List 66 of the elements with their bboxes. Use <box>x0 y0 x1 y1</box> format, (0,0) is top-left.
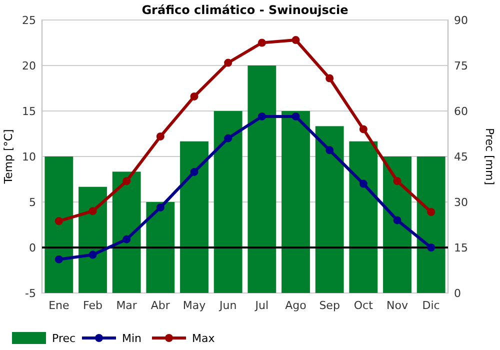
point <box>156 132 164 140</box>
bar <box>416 156 446 293</box>
y-tick-label: 0 <box>29 242 36 254</box>
point <box>54 255 63 264</box>
bar <box>180 141 208 293</box>
legend-label: Max <box>192 332 216 345</box>
y2-tick-label: 45 <box>454 150 468 164</box>
y-tick-label: 10 <box>22 150 36 164</box>
y-tick-label: 25 <box>22 14 36 27</box>
x-tick-label: Oct <box>354 299 374 312</box>
x-tick-label: Abr <box>150 299 170 312</box>
x-tick-label: Ago <box>285 299 307 312</box>
point <box>224 134 232 142</box>
point <box>190 168 198 176</box>
point <box>292 112 300 120</box>
x-tick-label: Dic <box>422 299 440 312</box>
y2-tick-label: 0 <box>454 287 461 300</box>
y2-axis-title: Prec [mm] <box>483 128 496 186</box>
y2-tick-label: 30 <box>454 196 468 209</box>
y-tick-label: -5 <box>25 287 36 300</box>
point <box>427 208 436 216</box>
point <box>224 58 232 67</box>
bar <box>349 141 378 293</box>
legend-label: Min <box>122 332 142 345</box>
bar <box>214 111 242 293</box>
point <box>258 38 266 47</box>
bar <box>146 202 175 293</box>
x-tick-label: Nov <box>386 299 408 312</box>
point <box>326 74 334 82</box>
x-tick-label: Sep <box>319 299 340 312</box>
legend-label: Prec <box>52 332 76 345</box>
point <box>122 177 131 186</box>
x-tick-label: Jul <box>254 299 269 312</box>
point <box>190 92 198 100</box>
y-axis-title: Temp [°C] <box>2 129 15 185</box>
x-tick-label: Mar <box>116 299 138 312</box>
y-tick-label: 5 <box>29 196 36 209</box>
bar <box>248 66 276 293</box>
chart-title: Gráfico climático - Swinoujscie <box>142 3 348 17</box>
point <box>359 180 368 188</box>
y2-tick-label: 75 <box>454 60 468 72</box>
bar <box>282 111 310 293</box>
point <box>359 125 368 134</box>
bar <box>44 156 74 293</box>
bar <box>315 126 344 293</box>
point <box>258 112 266 120</box>
point <box>393 216 402 224</box>
point <box>326 146 334 154</box>
point <box>54 217 63 226</box>
bar <box>112 172 141 293</box>
x-tick-label: May <box>182 299 206 312</box>
point <box>122 235 131 244</box>
y2-tick-label: 15 <box>454 242 468 254</box>
point <box>292 36 300 44</box>
x-tick-label: Jun <box>218 299 237 312</box>
point <box>88 250 97 259</box>
x-tick-label: Feb <box>83 299 102 312</box>
y2-tick-label: 60 <box>454 105 468 118</box>
y-tick-label: 20 <box>22 60 36 72</box>
y2-tick-label: 90 <box>454 14 468 27</box>
point <box>88 207 97 216</box>
point <box>156 203 164 212</box>
point <box>427 244 436 252</box>
y-tick-label: 15 <box>22 105 36 118</box>
x-tick-label: Ene <box>48 299 70 312</box>
point <box>393 177 402 186</box>
